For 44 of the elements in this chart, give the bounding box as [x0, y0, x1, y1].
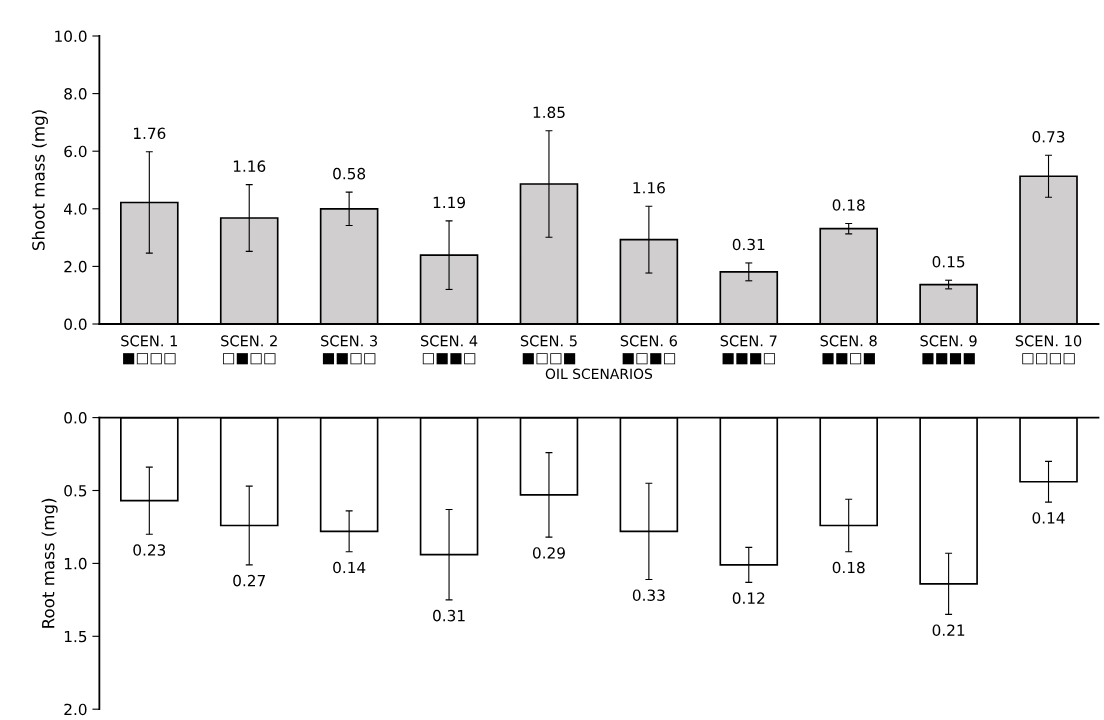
annotation: 0.23 [133, 544, 166, 556]
x-axis-title: OIL SCENARIOS [545, 368, 653, 380]
x-tick-label: SCEN. 3 ■■□□ [321, 335, 378, 365]
y-axis-title: Root mass (mg) [41, 498, 58, 628]
annotation: 1.76 [133, 127, 166, 140]
y-tick-label: 2.0 [64, 703, 87, 716]
annotation: 0.31 [433, 609, 465, 622]
y-axis-title: Shoot mass (mg) [31, 110, 48, 251]
annotation: 1.19 [433, 196, 465, 209]
annotation: 0.21 [932, 624, 965, 636]
annotation: 0.31 [732, 238, 765, 251]
annotation: 0.27 [233, 574, 265, 587]
annotation: 1.16 [233, 160, 266, 172]
annotation: 0.15 [932, 255, 965, 268]
y-tick-label: 10.0 [55, 30, 87, 43]
x-tick-label: SCEN. 9 ■■■■ [920, 335, 977, 365]
x-tick-label: SCEN. 2 □■□□ [221, 335, 277, 365]
annotation: 0.18 [832, 199, 865, 211]
x-tick-label: SCEN. 10 □□□□ [1015, 335, 1082, 365]
y-tick-label: 8.0 [64, 88, 87, 100]
annotation: 1.16 [633, 181, 665, 194]
annotation: 0.29 [532, 547, 565, 559]
annotation: 0.73 [1032, 130, 1065, 143]
annotation: 0.14 [333, 561, 366, 574]
x-tick-label: SCEN. 8 ■■□■ [820, 335, 877, 365]
y-tick-label: 0.0 [64, 412, 87, 424]
x-tick-label: SCEN. 5 ■□□■ [520, 335, 577, 365]
x-tick-label: SCEN. 6 ■□■□ [620, 335, 678, 365]
annotation: 0.58 [333, 167, 366, 180]
x-tick-label: SCEN. 4 □■■□ [420, 335, 478, 365]
y-tick-label: 0.0 [64, 318, 87, 331]
annotation: 0.14 [1032, 512, 1065, 524]
annotation: 0.18 [832, 561, 865, 574]
y-tick-label: 0.5 [64, 484, 87, 497]
x-tick-label: SCEN. 7 ■■■□ [720, 335, 777, 365]
y-tick-label: 4.0 [64, 203, 87, 215]
annotation: 1.85 [533, 106, 565, 119]
annotation: 0.33 [632, 589, 665, 601]
y-tick-label: 6.0 [64, 145, 87, 158]
x-tick-label: SCEN. 1 ■□□□ [121, 335, 178, 365]
y-tick-label: 1.5 [64, 630, 87, 643]
annotation: 0.12 [732, 592, 765, 604]
y-tick-label: 2.0 [64, 260, 87, 273]
y-tick-label: 1.0 [64, 557, 87, 570]
